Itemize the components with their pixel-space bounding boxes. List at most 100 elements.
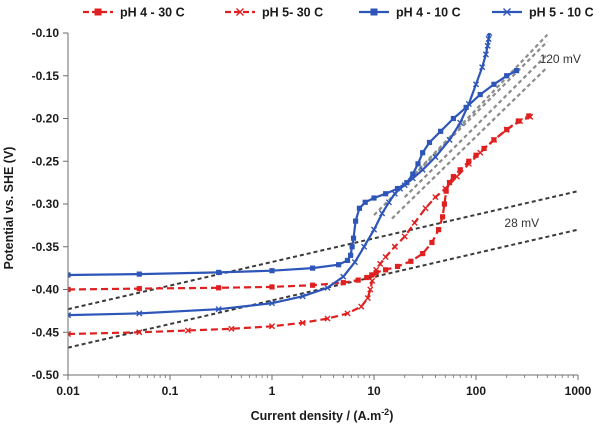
series-point [377,260,384,267]
series-point [491,81,497,87]
series-point [439,214,446,220]
series-point [68,272,71,278]
series-point [513,68,520,74]
series-point [324,284,331,291]
annotations: 120 mV 28 mV [504,52,580,230]
series-point [268,300,276,307]
series-point [391,243,398,250]
series-point [136,310,143,317]
x-tick-label: 100 [466,384,486,398]
series-point [361,243,368,250]
x-tick-label: 10 [367,384,381,398]
series-point [371,195,377,201]
series-point [378,210,386,217]
series-point [527,113,534,120]
legend-item-1: pH 4 - 30 C [83,6,185,20]
series-point [479,64,486,71]
x-axis-title-superscript: -2 [381,407,389,417]
series-point [351,259,359,266]
series-point [385,199,392,206]
legend-label: pH 4 - 30 C [120,6,185,20]
y-tick-label: -0.10 [32,26,60,40]
series-point [409,175,416,182]
series-point [369,272,375,278]
annotation-label: 120 mV [540,52,581,66]
legend-swatch-marker [94,8,102,16]
series-point [364,294,371,302]
series-point [438,128,444,134]
series-3 [68,68,520,278]
series-point [453,173,461,180]
y-tick-label: -0.25 [32,154,60,168]
series-point [269,268,275,274]
series-point [411,219,418,226]
legend-item-2: pH 5- 30 C [225,6,323,20]
series-point [466,158,472,164]
series-point [309,282,316,288]
series-point [340,273,347,280]
series-point [490,136,498,143]
series-point [446,136,453,143]
series-point [396,185,404,192]
series-point [394,263,401,270]
series-point [350,235,357,241]
x-axis-title-end: ) [389,409,393,423]
series-point [441,201,447,207]
series-point [364,274,370,281]
series-point [465,160,472,167]
series-point [482,51,489,58]
series-point [352,218,359,224]
x-tick-label: 0.1 [162,384,179,398]
series-point [136,329,143,336]
y-tick-label: -0.50 [32,368,60,382]
series-point [228,325,235,332]
series-point [355,277,361,283]
tafel-line-5 [403,53,549,198]
series-point [450,174,456,180]
data-series [68,33,534,338]
x-axis-title-main: Current density / (A.m [251,409,382,423]
annotation-label: 28 mV [504,216,539,230]
series-point [472,81,480,88]
series-point [432,153,439,161]
legend-swatch-marker [503,8,511,16]
series-point [442,185,449,192]
axes: 0.01 0.1 1 10 100 1000 -0.50 -0.45 -0.40 -0.35 -0.… [32,26,592,398]
series-point [394,186,401,192]
series-point [309,265,316,271]
y-tick-label: -0.35 [32,240,60,254]
series-point [344,310,351,317]
series-point [68,286,71,293]
series-point [401,233,408,240]
legend-item-4: pH 5 - 10 C [492,6,594,20]
series-point [215,306,222,313]
tafel-line-4 [391,66,549,220]
x-tick-label: 0.01 [56,384,80,398]
legend-swatch-marker [236,8,244,16]
y-tick-label: -0.15 [32,69,60,83]
series-point [383,191,389,197]
legend: pH 4 - 30 C pH 5- 30 C pH 4 - 10 C pH 5 - 1… [83,6,594,20]
series-point [457,119,464,126]
y-tick-label: -0.45 [32,325,60,339]
series-point [336,262,342,268]
legend-swatch-marker [370,8,378,16]
series-point [324,315,331,322]
series-line [68,69,518,277]
x-tick-label: 1 [269,384,276,398]
series-point [457,167,463,173]
series-point [450,115,456,122]
series-point [373,266,380,273]
series-point [299,319,306,326]
series-point [504,73,510,79]
series-4 [68,33,493,319]
series-point [358,303,365,310]
series-point [420,150,426,156]
series-point [426,139,433,146]
series-point [410,171,416,177]
series-point [486,33,493,37]
series-2 [68,113,534,338]
series-point [503,126,510,133]
